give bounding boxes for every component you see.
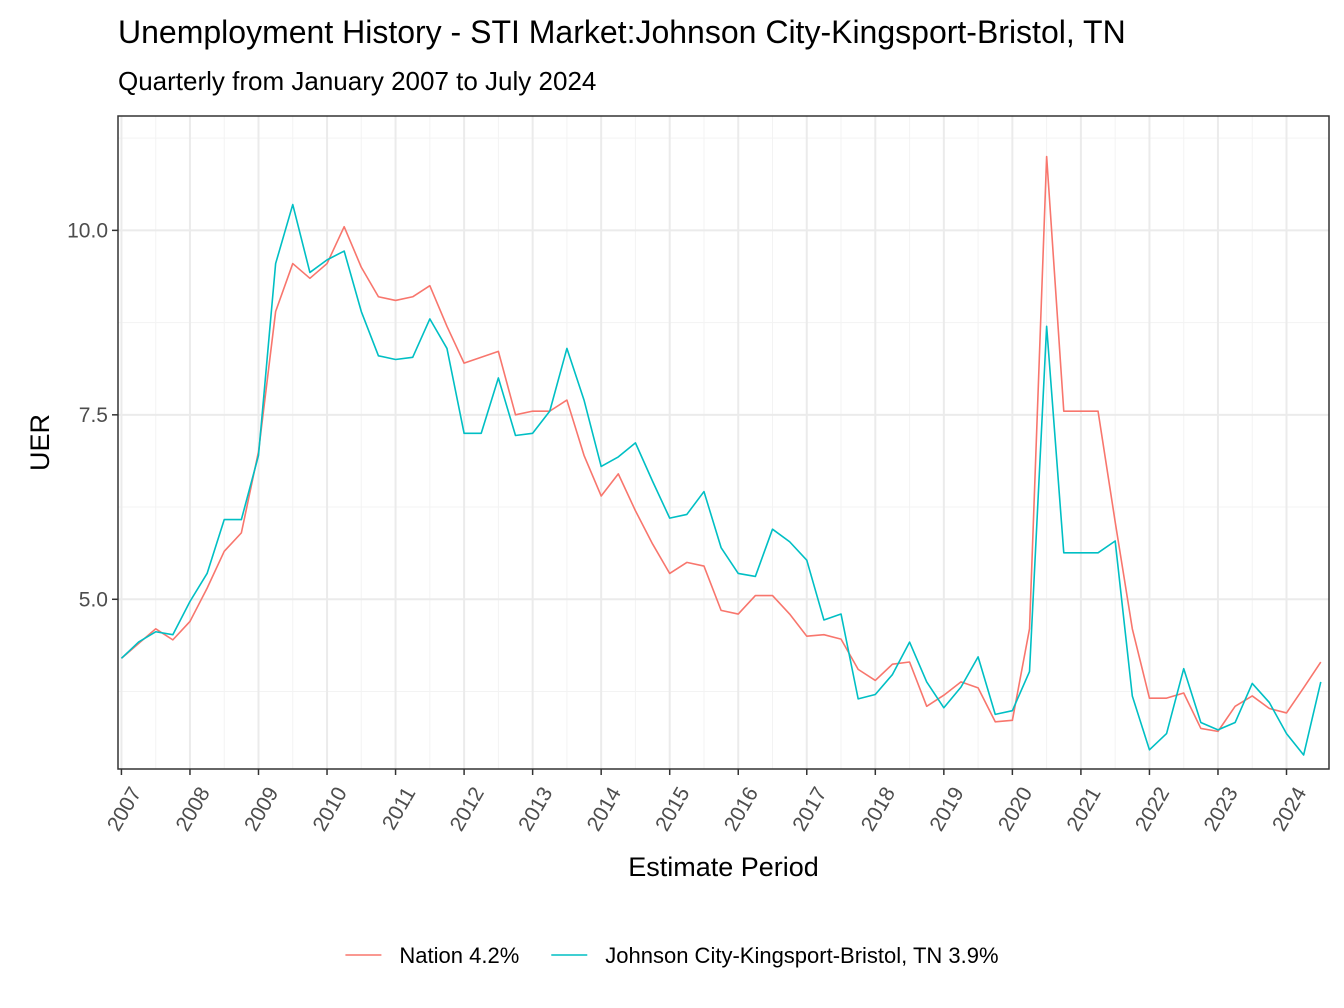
x-tick-label: 2020	[994, 783, 1037, 835]
x-axis-title: Estimate Period	[628, 852, 819, 882]
x-tick-label: 2016	[720, 783, 763, 835]
legend-item-1: Nation 4.2%	[345, 943, 519, 968]
x-tick-label: 2010	[309, 783, 352, 835]
x-tick-label: 2018	[857, 783, 900, 835]
x-tick-label: 2014	[583, 783, 626, 835]
series-lines	[120, 155, 1322, 756]
x-tick-label: 2022	[1131, 783, 1174, 835]
x-tick-label: 2012	[446, 783, 489, 835]
x-tick-label: 2021	[1062, 783, 1105, 835]
x-tick-label: 2017	[788, 783, 831, 835]
x-tick-label: 2007	[103, 783, 146, 835]
x-tick-label: 2008	[171, 783, 214, 835]
plot-panel-border	[117, 115, 1330, 770]
x-tick-label: 2024	[1268, 783, 1311, 835]
chart-subtitle: Quarterly from January 2007 to July 2024	[118, 66, 596, 96]
x-tick-label: 2011	[378, 783, 421, 834]
series-line-2	[120, 203, 1322, 756]
x-tick-label: 2009	[240, 783, 283, 835]
y-axis-title: UER	[25, 414, 55, 471]
x-tick-label: 2015	[651, 783, 694, 835]
x-tick-label: 2023	[1200, 783, 1243, 835]
legend-item-2: Johnson City-Kingsport-Bristol, TN 3.9%	[551, 943, 999, 968]
x-tick-label: 2013	[514, 783, 557, 835]
y-tick-label: 10.0	[67, 219, 108, 242]
grid-lines	[118, 116, 1329, 769]
legend-label-1: Nation 4.2%	[399, 943, 519, 968]
series-line-1	[120, 155, 1322, 733]
y-tick-label: 5.0	[79, 588, 108, 611]
y-tick-label: 7.5	[79, 404, 108, 427]
legend: Nation 4.2% Johnson City-Kingsport-Bristo…	[345, 943, 999, 968]
legend-label-2: Johnson City-Kingsport-Bristol, TN 3.9%	[605, 943, 998, 968]
x-tick-label: 2019	[925, 783, 968, 835]
axes: 5.0 7.5 10.0 2007 2008 2009 2010 2011 2012 2013 20…	[67, 219, 1311, 835]
chart-title: Unemployment History - STI Market:Johnso…	[118, 14, 1126, 50]
